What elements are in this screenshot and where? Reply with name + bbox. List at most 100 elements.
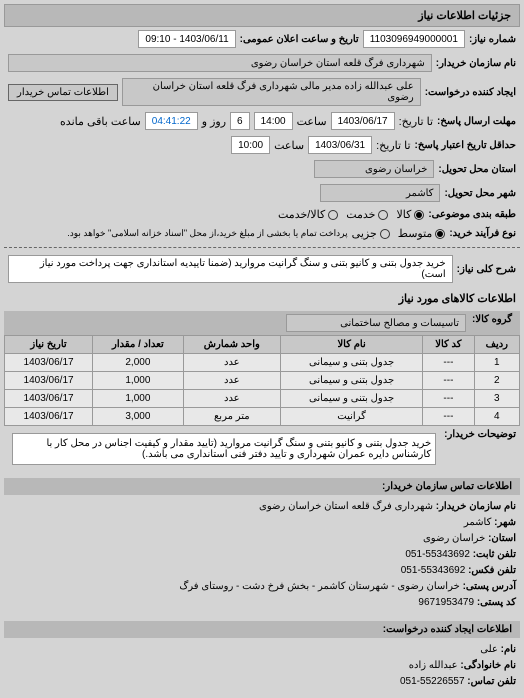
cr-phone-label: تلفن تماس:: [467, 676, 516, 687]
validity-time: 10:00: [231, 136, 270, 154]
validity-time-label: ساعت: [274, 139, 304, 152]
table-cell: 3,000: [93, 408, 184, 426]
table-header: نام کالا: [280, 336, 422, 354]
table-cell: 1,000: [93, 390, 184, 408]
validity-to: تا تاریخ:: [376, 139, 410, 152]
table-cell: 3: [474, 390, 519, 408]
province-value: خراسان رضوی: [314, 160, 434, 178]
cr-family-label: نام خانوادگی:: [460, 660, 516, 671]
radio-both[interactable]: [328, 210, 338, 220]
table-cell: عدد: [183, 390, 280, 408]
radio-goods[interactable]: [414, 210, 424, 220]
table-row: 1---جدول بتنی و سیمانیعدد2,0001403/06/17: [5, 354, 520, 372]
table-cell: 1403/06/17: [5, 390, 93, 408]
c-phone-label: تلفن ثابت:: [473, 549, 516, 560]
goods-section-title: اطلاعات کالاهای مورد نیاز: [4, 286, 520, 311]
c-city-label: شهر:: [494, 517, 516, 528]
goods-table: ردیفکد کالانام کالاواحد شمارشتعداد / مقد…: [4, 335, 520, 426]
table-cell: ---: [423, 390, 474, 408]
creator-header: اطلاعات ایجاد کننده درخواست:: [4, 621, 520, 638]
radio-minor[interactable]: [380, 229, 390, 239]
c-province-value: خراسان رضوی: [423, 533, 485, 544]
deadline-remain-label: ساعت باقی مانده: [60, 115, 141, 128]
table-row: 2---جدول بتنی و سیمانیعدد1,0001403/06/17: [5, 372, 520, 390]
c-city-value: کاشمر: [464, 517, 492, 528]
buyer-name-label: نام سازمان خریدار:: [436, 58, 516, 69]
budget-class-label: طبقه بندی موضوعی:: [428, 209, 516, 220]
radio-service-label: خدمت: [346, 208, 375, 221]
table-cell: جدول بتنی و سیمانی: [280, 390, 422, 408]
table-cell: جدول بتنی و سیمانی: [280, 372, 422, 390]
c-postal-label: کد پستی:: [477, 597, 516, 608]
table-cell: 2: [474, 372, 519, 390]
c-postal-value: 9671953479: [418, 597, 474, 608]
request-number-value: 1103096949000001: [363, 30, 465, 48]
table-cell: 1403/06/17: [5, 408, 93, 426]
radio-both-label: کالا/خدمت: [278, 208, 325, 221]
goods-group-label: گروه کالا:: [472, 314, 512, 332]
deadline-to: تا تاریخ:: [399, 115, 433, 128]
deadline-days-label: روز و: [202, 115, 226, 128]
c-address-label: آدرس پستی:: [463, 581, 516, 592]
radio-service[interactable]: [378, 210, 388, 220]
buyer-desc-value: خرید جدول بتنی و کانیو بتنی و سنگ گرانیت…: [12, 433, 436, 465]
table-header: تعداد / مقدار: [93, 336, 184, 354]
cr-name-label: نام:: [501, 644, 516, 655]
table-cell: ---: [423, 408, 474, 426]
table-cell: 4: [474, 408, 519, 426]
creator-section: نام: علی نام خانوادگی: عبدالله زاده تلفن…: [4, 638, 520, 694]
table-header: ردیف: [474, 336, 519, 354]
city-label: شهر محل تحویل:: [444, 188, 516, 199]
table-header: واحد شمارش: [183, 336, 280, 354]
radio-medium-label: متوسط: [398, 227, 433, 240]
deadline-remain: 04:41:22: [145, 112, 198, 130]
buyer-contact-button[interactable]: اطلاعات تماس خریدار: [8, 84, 118, 101]
c-fax-value: 55343692-051: [401, 565, 466, 576]
process-type-note: پرداخت تمام یا بخشی از مبلغ خرید،از محل …: [67, 228, 347, 239]
c-fax-label: تلفن فکس:: [468, 565, 516, 576]
c-address-value: خراسان رضوی - شهرستان کاشمر - بخش فرخ دش…: [179, 581, 459, 592]
province-label: استان محل تحویل:: [438, 164, 516, 175]
deadline-date: 1403/06/17: [331, 112, 395, 130]
table-header: تاریخ نیاز: [5, 336, 93, 354]
validity-date: 1403/06/31: [308, 136, 372, 154]
radio-goods-label: کالا: [396, 208, 411, 221]
goods-group-value: تاسیسات و مصالح ساختمانی: [286, 314, 466, 332]
c-phone-value: 55343692-051: [405, 549, 470, 560]
table-cell: 1403/06/17: [5, 354, 93, 372]
buyer-desc-label: توضیحات خریدار:: [444, 429, 516, 440]
table-cell: متر مربع: [183, 408, 280, 426]
creator-label: ایجاد کننده درخواست:: [425, 87, 516, 98]
table-row: 4---گرانیتمتر مربع3,0001403/06/17: [5, 408, 520, 426]
creator-value: علی عبدالله زاده مدیر مالی شهرداری فرگ ق…: [122, 78, 421, 106]
table-cell: 1403/06/17: [5, 372, 93, 390]
city-value: کاشمر: [320, 184, 440, 202]
request-number-label: شماره نیاز:: [469, 34, 516, 45]
deadline-label: مهلت ارسال پاسخ:: [437, 116, 516, 127]
cr-family-value: عبدالله زاده: [409, 660, 458, 671]
table-cell: عدد: [183, 354, 280, 372]
table-row: 3---جدول بتنی و سیمانیعدد1,0001403/06/17: [5, 390, 520, 408]
table-cell: عدد: [183, 372, 280, 390]
budget-class-radios: کالا خدمت کالا/خدمت: [278, 208, 424, 221]
radio-minor-label: جزیی: [352, 227, 377, 240]
table-cell: 2,000: [93, 354, 184, 372]
table-cell: گرانیت: [280, 408, 422, 426]
deadline-time-label: ساعت: [297, 115, 327, 128]
c-province-label: استان:: [488, 533, 516, 544]
page-header: جزئیات اطلاعات نیاز: [4, 4, 520, 27]
radio-medium[interactable]: [435, 229, 445, 239]
table-cell: 1,000: [93, 372, 184, 390]
table-cell: جدول بتنی و سیمانی: [280, 354, 422, 372]
c-org-value: شهرداری فرگ قلعه استان خراسان رضوی: [259, 501, 433, 512]
table-cell: ---: [423, 372, 474, 390]
table-cell: ---: [423, 354, 474, 372]
process-type-label: نوع فرآیند خرید:: [449, 228, 516, 239]
buyer-name-value: شهرداری فرگ قلعه استان خراسان رضوی: [8, 54, 432, 72]
announce-dt-value: 1403/06/11 - 09:10: [138, 30, 235, 48]
process-type-radios: متوسط جزیی: [352, 227, 446, 240]
c-org-label: نام سازمان خریدار:: [436, 501, 516, 512]
table-header: کد کالا: [423, 336, 474, 354]
cr-phone-value: 55226557-051: [400, 676, 465, 687]
cr-name-value: علی: [480, 644, 498, 655]
